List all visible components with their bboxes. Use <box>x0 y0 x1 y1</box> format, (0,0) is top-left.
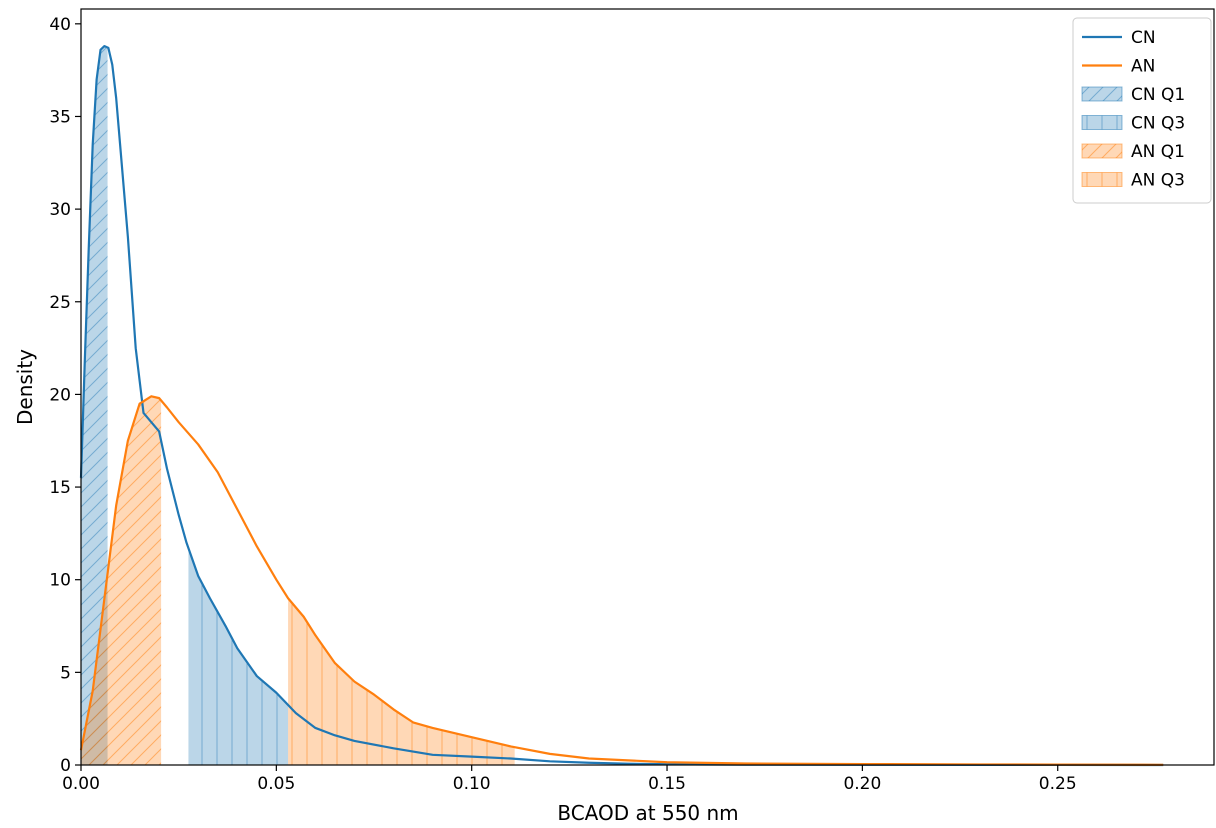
an-q1-hatch <box>81 396 162 765</box>
x-axis-label: BCAOD at 550 nm <box>557 801 738 825</box>
cn-q1-legend-hatch <box>1082 87 1122 101</box>
legend-label: AN Q3 <box>1131 171 1185 191</box>
x-tick-label: 0.00 <box>62 774 100 794</box>
y-tick-label: 30 <box>49 200 71 220</box>
an-q3-legend-hatch <box>1082 172 1122 187</box>
an-density-line <box>79 395 1164 766</box>
legend: CN AN CN Q1 CN Q3 AN Q1 AN Q3 <box>1072 17 1212 204</box>
x-tick-label: 0.25 <box>1039 774 1077 794</box>
legend-label: AN Q1 <box>1131 142 1185 162</box>
y-axis-label: Density <box>13 349 37 425</box>
x-tick-label: 0.05 <box>257 774 295 794</box>
y-tick-label: 20 <box>49 385 71 405</box>
density-lines <box>79 44 1164 767</box>
y-tick-label: 10 <box>49 571 71 591</box>
legend-label: CN Q1 <box>1131 85 1185 105</box>
cn-q3-hatch <box>188 548 289 765</box>
y-tick-label: 40 <box>49 15 71 35</box>
y-tick-label: 35 <box>49 107 71 127</box>
x-tick-label: 0.20 <box>843 774 881 794</box>
axes: 0.00 0.05 0.10 0.15 0.20 0.25 0 5 10 15 20 25 30 35 40 <box>49 8 1215 794</box>
quartile-fills <box>81 46 515 766</box>
y-tick-label: 25 <box>49 293 71 313</box>
y-tick-label: 15 <box>49 478 71 498</box>
y-tick-label: 0 <box>60 756 71 776</box>
x-tick-label: 0.10 <box>453 774 491 794</box>
plot-frame <box>80 8 1215 766</box>
legend-label: CN Q3 <box>1131 114 1185 134</box>
cn-q3-legend-hatch <box>1082 115 1122 130</box>
cn-density-line <box>79 44 1164 767</box>
an-q1-legend-hatch <box>1082 144 1122 158</box>
cn-q1-hatch <box>81 46 108 766</box>
an-q3-hatch <box>288 598 515 765</box>
legend-label: AN <box>1131 57 1155 77</box>
x-tick-label: 0.15 <box>648 774 686 794</box>
y-tick-label: 5 <box>60 663 71 683</box>
legend-label: CN <box>1131 28 1156 48</box>
